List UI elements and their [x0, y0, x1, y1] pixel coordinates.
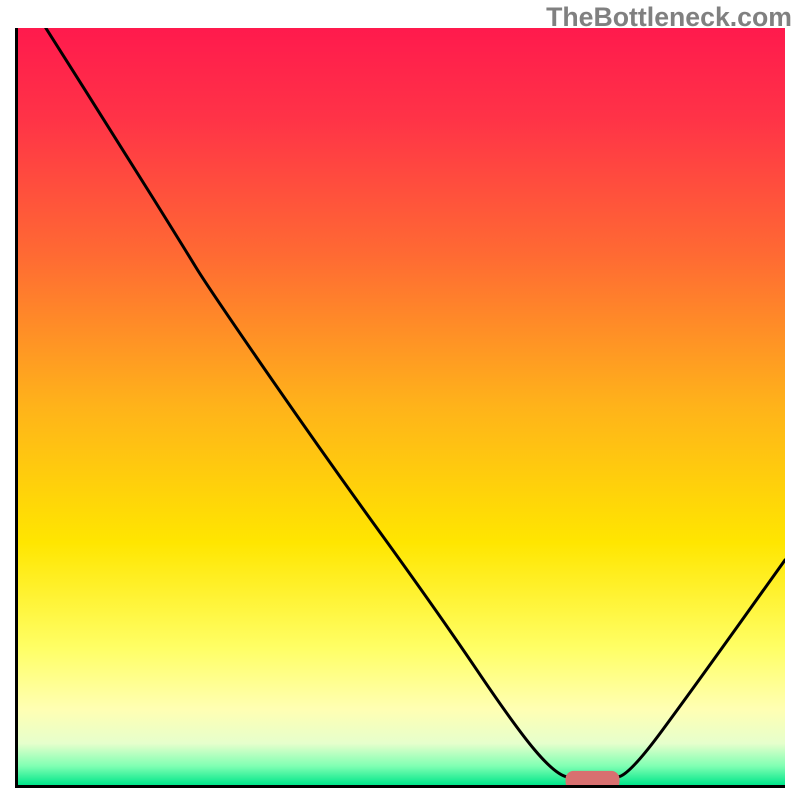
gradient-background: [18, 28, 785, 785]
axis-left: [15, 28, 18, 788]
chart-canvas: TheBottleneck.com: [0, 0, 800, 800]
plot-svg: [15, 28, 785, 788]
plot-area: [15, 28, 785, 788]
axis-bottom: [15, 785, 785, 788]
